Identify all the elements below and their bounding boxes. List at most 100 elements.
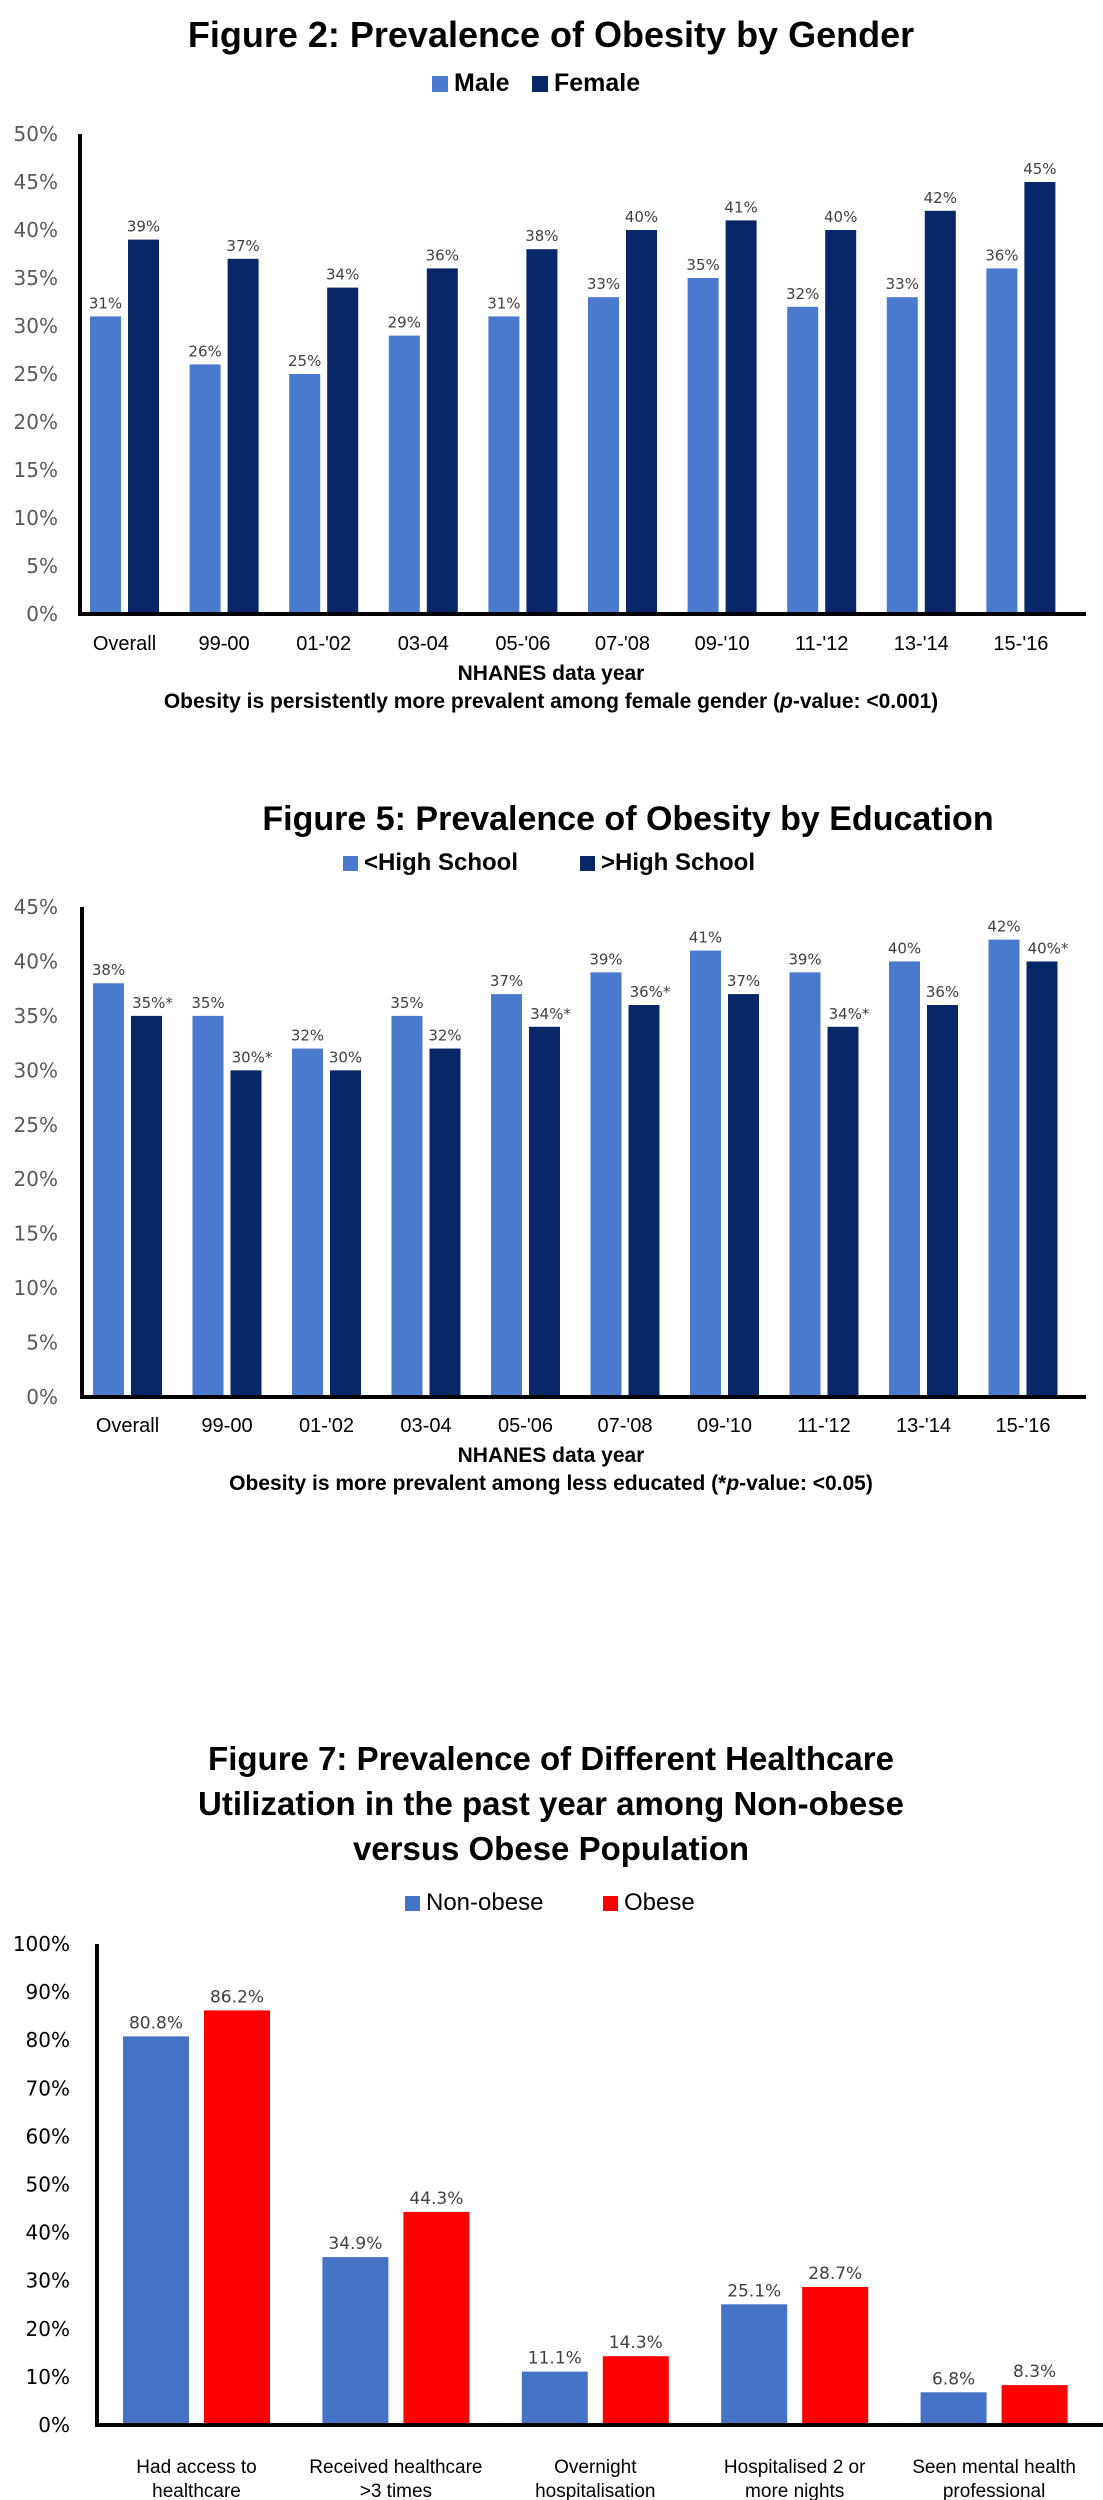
x-tick-label: 07-'08 xyxy=(598,1415,653,1437)
data-label: 39% xyxy=(788,950,821,968)
x-tick-label: healthcare xyxy=(152,2481,241,2500)
data-label: 32% xyxy=(786,285,819,303)
data-label: 35% xyxy=(191,994,224,1012)
data-label: 37% xyxy=(226,237,259,255)
legend-swatch xyxy=(580,856,595,871)
data-label: 36% xyxy=(985,246,1018,264)
x-axis-title: NHANES data year xyxy=(458,1444,645,1467)
bar-male xyxy=(886,297,918,614)
y-tick-label: 0% xyxy=(26,602,58,626)
bar-male xyxy=(687,278,719,614)
data-label: 33% xyxy=(886,275,919,293)
chart-2: Figure 5: Prevalence of Obesity by Educa… xyxy=(14,800,1086,1495)
note-italic: p xyxy=(725,1472,739,1495)
legend-label: >High School xyxy=(601,849,755,876)
y-tick-label: 25% xyxy=(14,362,58,386)
x-tick-label: hospitalisation xyxy=(535,2481,655,2500)
data-label: 35% xyxy=(390,994,423,1012)
legend-swatch xyxy=(405,1896,420,1911)
data-label: 40%* xyxy=(1028,939,1069,957)
data-label: 34.9% xyxy=(328,2234,382,2254)
data-label: 11.1% xyxy=(528,2349,582,2369)
y-tick-label: 80% xyxy=(26,2028,70,2052)
data-label: 26% xyxy=(188,342,221,360)
bar-high-school xyxy=(391,1015,423,1397)
data-label: 31% xyxy=(487,294,520,312)
y-tick-label: 0% xyxy=(26,1385,58,1409)
x-tick-label: Overnight xyxy=(554,2457,637,2478)
data-label: 41% xyxy=(724,198,757,216)
legend: <High School >High School xyxy=(343,849,755,876)
bar-non-obese xyxy=(920,2392,987,2425)
data-label: 86.2% xyxy=(210,1987,264,2007)
bar-female xyxy=(426,268,458,614)
y-tick-label: 5% xyxy=(26,554,58,578)
data-label: 25% xyxy=(288,352,321,370)
note-italic: p xyxy=(779,690,793,713)
data-label: 14.3% xyxy=(609,2333,663,2353)
bar-high-school xyxy=(93,983,124,1397)
y-tick-label: 30% xyxy=(14,314,58,338)
chart-3: Figure 7: Prevalence of Different Health… xyxy=(13,1740,1103,2500)
legend-label: Male xyxy=(454,69,510,97)
bar-female xyxy=(924,210,956,615)
x-tick-label: 13-'14 xyxy=(894,633,949,655)
data-label: 42% xyxy=(924,189,957,207)
y-tick-label: 45% xyxy=(14,170,58,194)
data-label: 33% xyxy=(587,275,620,293)
x-tick-label: 99-00 xyxy=(199,633,250,655)
x-tick-label: Seen mental health xyxy=(912,2457,1076,2478)
bar-high-school xyxy=(927,1005,958,1397)
y-tick-label: 30% xyxy=(26,2269,70,2293)
chart-title: Figure 2: Prevalence of Obesity by Gende… xyxy=(188,14,914,55)
y-tick-label: 10% xyxy=(14,1276,58,1300)
bar-male xyxy=(986,268,1018,614)
bar-male xyxy=(787,306,819,614)
note-suffix: -value: <0.001) xyxy=(793,690,938,713)
y-tick-label: 15% xyxy=(14,458,58,482)
x-tick-label: 13-'14 xyxy=(896,1415,951,1437)
bar-female xyxy=(825,230,857,614)
chart-note: Obesity is persistently more prevalent a… xyxy=(164,690,938,713)
y-tick-label: 90% xyxy=(26,1980,70,2004)
bar-non-obese xyxy=(123,2036,189,2425)
data-label: 35%* xyxy=(132,994,173,1012)
data-label: 39% xyxy=(589,950,622,968)
data-label: 35% xyxy=(686,256,719,274)
data-label: 45% xyxy=(1023,160,1056,178)
bar-obese xyxy=(403,2211,470,2425)
bar-male xyxy=(488,316,520,614)
x-tick-label: Overall xyxy=(96,1415,159,1437)
data-label: 31% xyxy=(89,294,122,312)
bar-female xyxy=(1024,182,1056,614)
bar-male xyxy=(90,316,121,614)
legend-label: Obese xyxy=(624,1889,695,1916)
bar-female xyxy=(227,258,259,614)
bar-male xyxy=(588,297,619,614)
x-axis-title: NHANES data year xyxy=(458,662,645,685)
bar-high-school xyxy=(789,972,821,1397)
data-label: 34% xyxy=(326,266,359,284)
y-tick-label: 20% xyxy=(14,1167,58,1191)
data-label: 36% xyxy=(926,983,959,1001)
x-tick-label: more nights xyxy=(745,2481,844,2500)
legend-swatch xyxy=(532,76,548,92)
data-label: 36% xyxy=(426,246,459,264)
x-tick-label: 03-04 xyxy=(400,1415,451,1437)
chart-note: Obesity is more prevalent among less edu… xyxy=(229,1472,873,1495)
data-label: 28.7% xyxy=(808,2264,862,2284)
bar-high-school xyxy=(690,950,721,1397)
legend-label: Female xyxy=(554,69,640,97)
legend-swatch xyxy=(432,76,448,92)
bar-high-school xyxy=(330,1070,361,1397)
bar-high-school xyxy=(230,1070,262,1397)
bar-female xyxy=(725,220,757,614)
x-tick-label: 01-'02 xyxy=(296,633,351,655)
data-label: 32% xyxy=(428,1027,461,1045)
x-tick-label: Hospitalised 2 or xyxy=(724,2457,866,2478)
y-tick-label: 10% xyxy=(14,506,58,530)
bar-obese xyxy=(802,2286,869,2425)
bar-obese xyxy=(204,2010,270,2425)
data-label: 38% xyxy=(525,227,558,245)
x-tick-label: 11-'12 xyxy=(797,1415,851,1437)
